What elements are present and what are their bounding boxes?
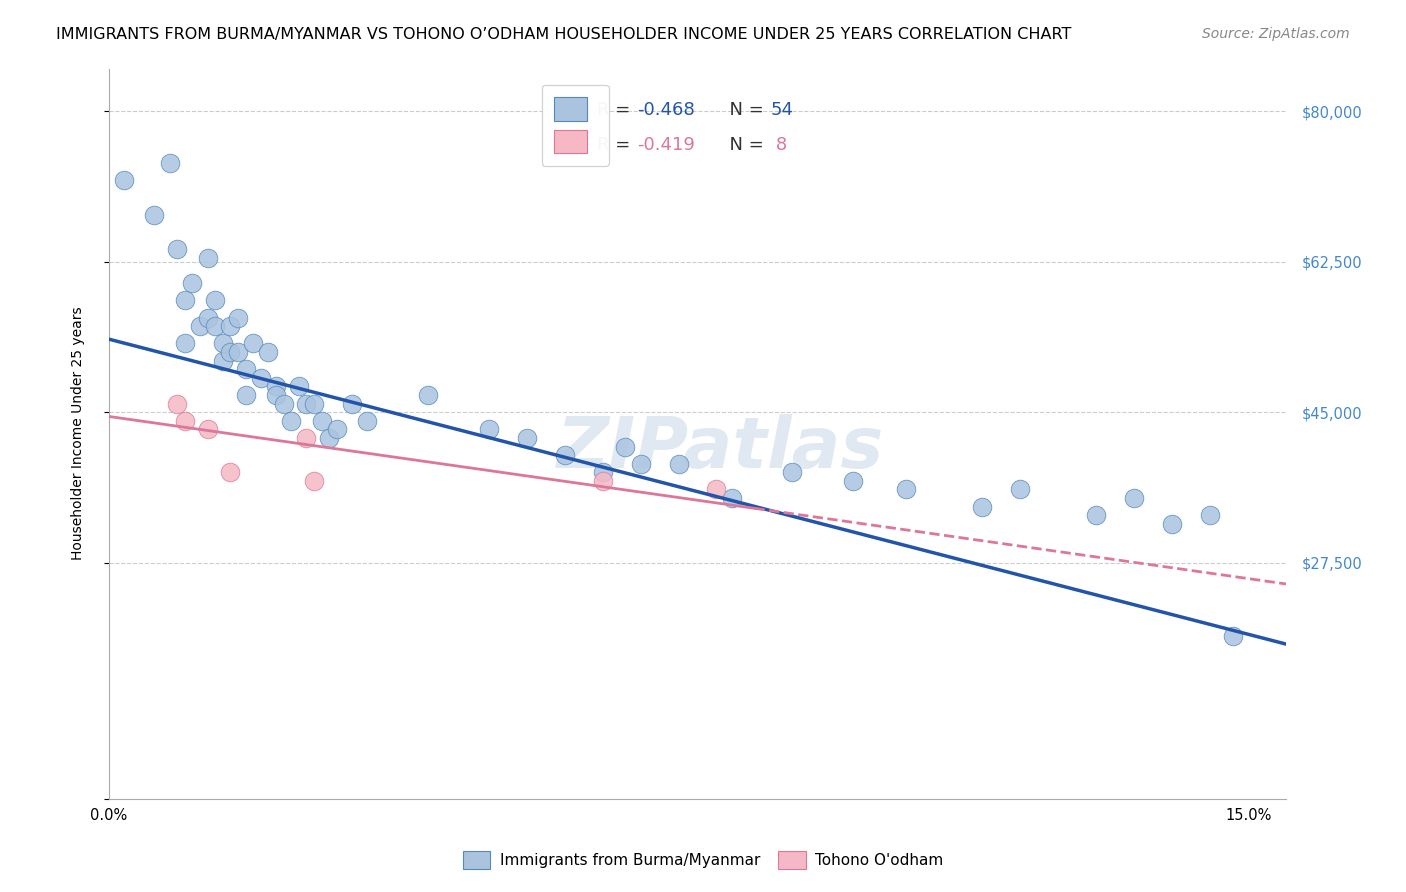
Point — [273, 396, 295, 410]
Point — [1085, 508, 1108, 523]
Point — [1123, 491, 1146, 505]
Point — [972, 500, 994, 514]
Point — [478, 422, 501, 436]
Point — [159, 156, 181, 170]
Text: 54: 54 — [770, 102, 793, 120]
Point — [1010, 483, 1032, 497]
Point — [204, 319, 226, 334]
Point — [166, 242, 188, 256]
Point — [235, 388, 257, 402]
Legend: Immigrants from Burma/Myanmar, Tohono O'odham: Immigrants from Burma/Myanmar, Tohono O'… — [457, 845, 949, 875]
Point — [592, 474, 614, 488]
Text: 8: 8 — [770, 136, 787, 153]
Point — [416, 388, 439, 402]
Point — [302, 474, 325, 488]
Point — [226, 345, 249, 359]
Point — [280, 414, 302, 428]
Point — [340, 396, 363, 410]
Point — [166, 396, 188, 410]
Point — [287, 379, 309, 393]
Point — [325, 422, 347, 436]
Text: ZIPatlas: ZIPatlas — [557, 414, 884, 483]
Point — [219, 345, 242, 359]
Text: -0.419: -0.419 — [637, 136, 696, 153]
Point — [318, 431, 340, 445]
Text: Source: ZipAtlas.com: Source: ZipAtlas.com — [1202, 27, 1350, 41]
Point — [257, 345, 280, 359]
Point — [668, 457, 690, 471]
Point — [842, 474, 865, 488]
Point — [242, 336, 264, 351]
Legend: , : , — [541, 85, 609, 166]
Point — [219, 319, 242, 334]
Point — [706, 483, 728, 497]
Point — [197, 251, 219, 265]
Point — [143, 208, 166, 222]
Point — [1199, 508, 1222, 523]
Point — [614, 440, 637, 454]
Point — [1222, 628, 1244, 642]
Point — [197, 310, 219, 325]
Point — [1161, 516, 1184, 531]
Point — [311, 414, 333, 428]
Point — [197, 422, 219, 436]
Point — [219, 465, 242, 479]
Point — [173, 414, 195, 428]
Point — [554, 448, 576, 462]
Point — [211, 336, 233, 351]
Point — [295, 431, 318, 445]
Point — [264, 379, 287, 393]
Point — [204, 293, 226, 308]
Point — [249, 371, 271, 385]
Text: R =: R = — [598, 136, 637, 153]
Point — [356, 414, 378, 428]
Text: N =: N = — [717, 136, 769, 153]
Point — [630, 457, 652, 471]
Point — [592, 465, 614, 479]
Point — [181, 277, 204, 291]
Point — [188, 319, 211, 334]
Point — [235, 362, 257, 376]
Text: -0.468: -0.468 — [637, 102, 695, 120]
Point — [782, 465, 804, 479]
Point — [295, 396, 318, 410]
Point — [264, 388, 287, 402]
Point — [516, 431, 538, 445]
Point — [720, 491, 742, 505]
Text: IMMIGRANTS FROM BURMA/MYANMAR VS TOHONO O’ODHAM HOUSEHOLDER INCOME UNDER 25 YEAR: IMMIGRANTS FROM BURMA/MYANMAR VS TOHONO … — [56, 27, 1071, 42]
Point — [226, 310, 249, 325]
Text: R =: R = — [598, 102, 637, 120]
Text: N =: N = — [717, 102, 769, 120]
Point — [211, 353, 233, 368]
Point — [302, 396, 325, 410]
Point — [173, 336, 195, 351]
Y-axis label: Householder Income Under 25 years: Householder Income Under 25 years — [72, 307, 86, 560]
Point — [112, 173, 135, 187]
Point — [173, 293, 195, 308]
Point — [896, 483, 918, 497]
